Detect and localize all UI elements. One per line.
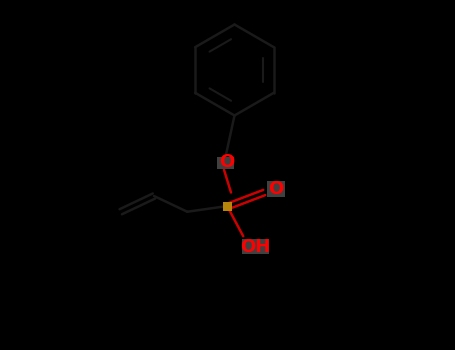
Text: O: O xyxy=(219,153,234,171)
FancyBboxPatch shape xyxy=(267,181,284,197)
Text: OH: OH xyxy=(240,238,271,256)
FancyBboxPatch shape xyxy=(222,202,233,211)
FancyBboxPatch shape xyxy=(242,239,269,254)
FancyBboxPatch shape xyxy=(217,157,234,169)
Text: O: O xyxy=(268,180,283,198)
